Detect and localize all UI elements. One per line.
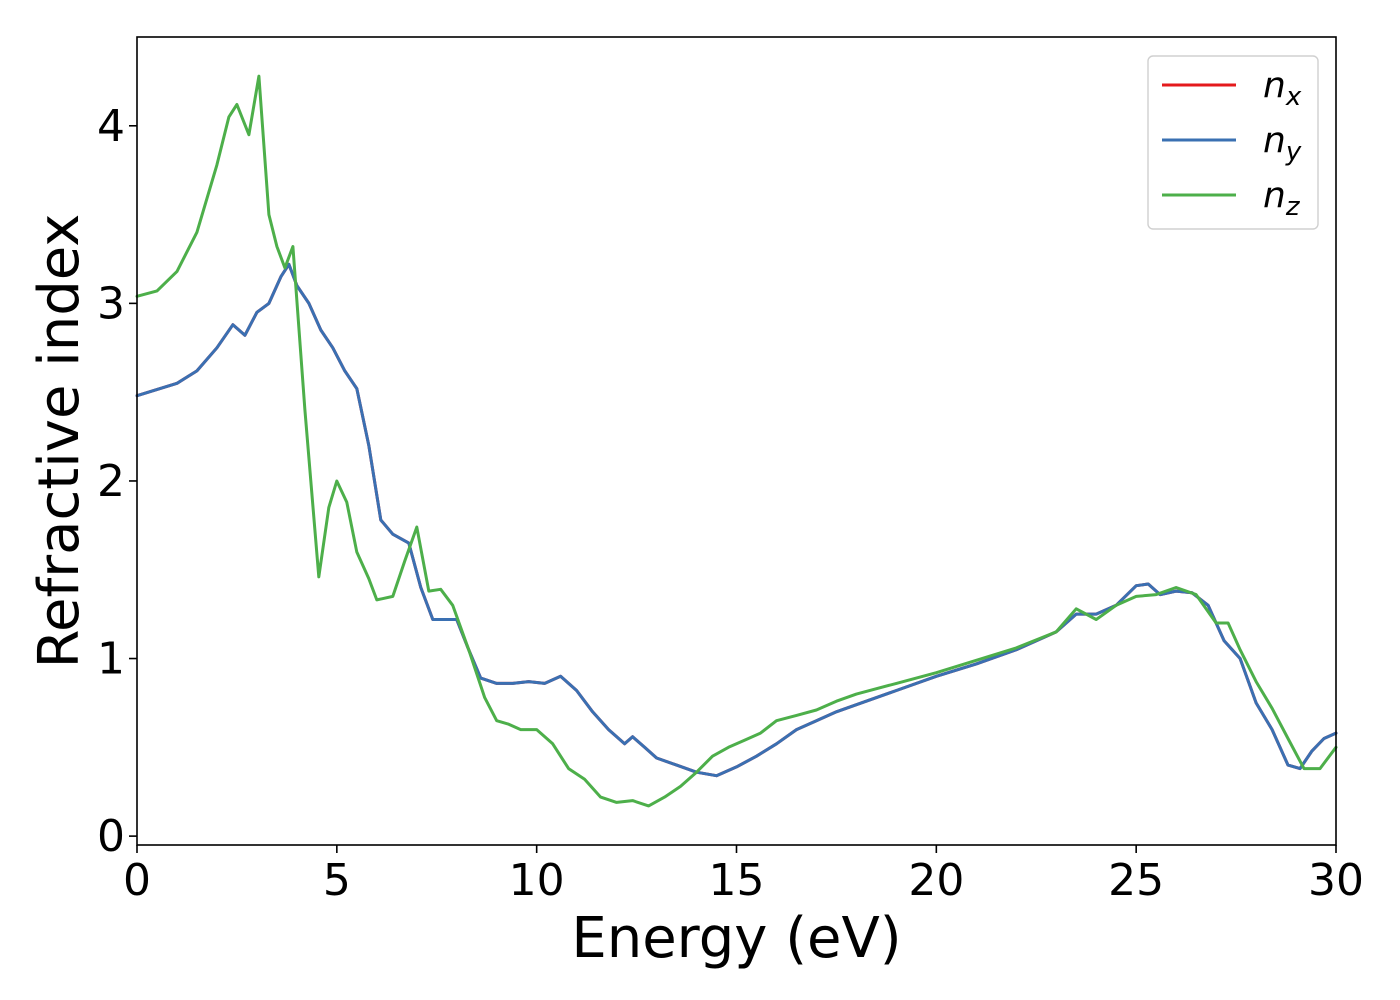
legend-box xyxy=(1147,55,1319,230)
legend-label-nx: nx xyxy=(1263,65,1302,112)
series-line-nx xyxy=(135,262,1338,778)
x-tick-label: 20 xyxy=(908,855,964,906)
legend-label-ny: ny xyxy=(1263,120,1302,167)
legend: nx ny nz xyxy=(1147,55,1319,230)
y-tick-label: 4 xyxy=(97,101,125,152)
x-tick-label: 10 xyxy=(509,855,565,906)
y-axis-title: Refractive index xyxy=(27,214,92,669)
x-tick-label: 5 xyxy=(323,855,351,906)
x-tick-label: 30 xyxy=(1308,855,1364,906)
series-layer xyxy=(135,74,1338,808)
y-axis-ticks: 0 1 2 3 4 xyxy=(97,101,137,862)
y-tick-label: 1 xyxy=(97,634,125,685)
y-tick-label: 2 xyxy=(97,456,125,507)
y-tick-label: 0 xyxy=(97,811,125,862)
x-axis-title: Energy (eV) xyxy=(571,906,901,971)
series-line-ny xyxy=(135,262,1338,778)
x-tick-label: 25 xyxy=(1108,855,1164,906)
x-axis-ticks: 0 5 10 15 20 25 30 xyxy=(123,845,1364,906)
x-tick-label: 15 xyxy=(709,855,765,906)
series-line-nz xyxy=(135,74,1338,808)
legend-label-nz: nz xyxy=(1263,175,1301,222)
x-tick-label: 0 xyxy=(123,855,151,906)
y-tick-label: 3 xyxy=(97,278,125,329)
